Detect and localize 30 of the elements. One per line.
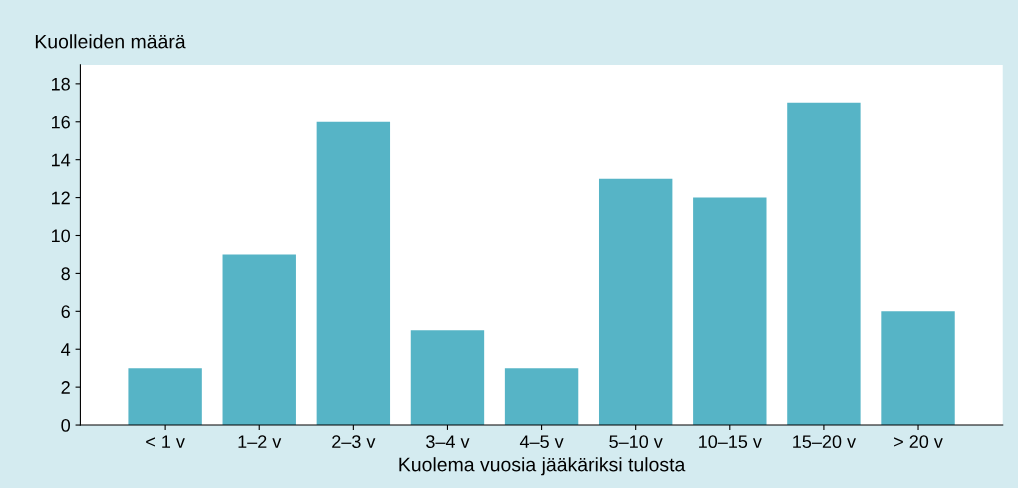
bar [410,330,485,426]
x-tick-label: < 1 v [146,435,185,448]
x-axis-title: Kuolema vuosia jääkäriksi tulosta [399,457,686,476]
y-tick-label: 16 [52,115,70,129]
x-tick-label: 4–5 v [519,435,564,449]
y-tick-label: 18 [52,77,70,91]
x-tick-label: 10–15 v [699,435,762,449]
y-axis-title: Kuolleiden määrä [35,34,186,49]
x-tick-label: 3–4 v [426,435,470,449]
x-tick-label: 2–3 v [332,435,376,449]
y-tick-label: 0 [61,418,70,432]
y-tick-label: 4 [61,343,71,356]
bar [222,254,296,426]
y-tick-label: 12 [52,191,70,205]
x-tick-label: 1–2 v [238,435,282,448]
y-tick-label: 14 [52,153,71,167]
x-tick-label: 5–10 v [609,435,663,449]
bar [504,368,579,426]
bar [128,368,202,426]
bar [881,311,955,426]
y-tick-label: 6 [61,305,70,319]
x-tick-label: 15–20 v [793,435,856,449]
bar [787,102,861,426]
bar [316,121,391,426]
bar [598,178,673,426]
x-tick-label: > 20 v [894,435,943,449]
bar [693,197,767,426]
y-tick-label: 10 [52,229,70,243]
y-tick-label: 8 [61,267,70,281]
y-tick-label: 2 [61,381,70,394]
